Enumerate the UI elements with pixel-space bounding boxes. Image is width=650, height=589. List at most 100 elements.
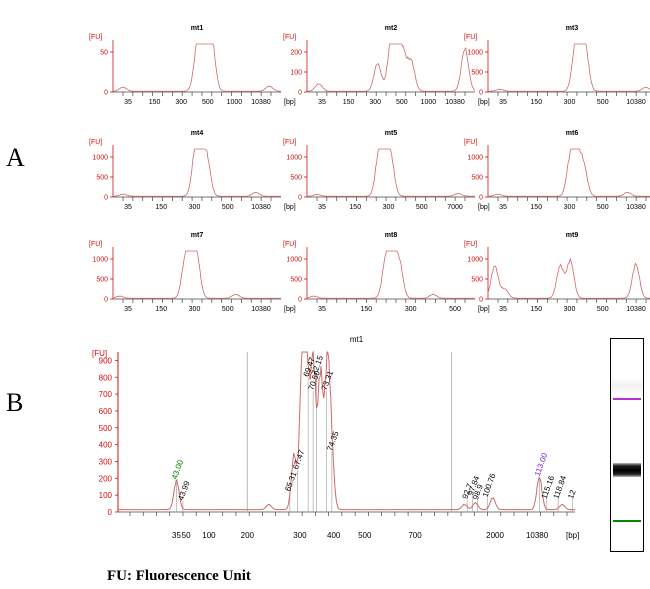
x-axis-label: [bp] — [284, 99, 296, 106]
x-tick-label: 150 — [360, 306, 372, 313]
x-tick-label: 300 — [564, 99, 576, 106]
y-tick-label: 1000 — [92, 257, 108, 264]
x-axis-label: [bp] — [284, 204, 296, 211]
x-tick-label: 300 — [564, 306, 576, 313]
x-tick-label: 500 — [396, 99, 408, 106]
peak-label: 67.47 — [291, 448, 306, 470]
y-tick-label: 0 — [108, 508, 113, 517]
chart-title: mt2 — [385, 25, 398, 32]
chart-title: mt1 — [350, 335, 364, 344]
panel-label-a: A — [6, 143, 25, 172]
y-tick-label: 500 — [290, 175, 302, 182]
x-tick-label: 35 — [499, 99, 507, 106]
x-tick-label: 300 — [189, 204, 201, 211]
y-axis-label: [FU] — [283, 34, 296, 41]
chart-title: mt3 — [566, 25, 579, 32]
y-tick-label: 0 — [298, 297, 302, 304]
y-axis-label: [FU] — [464, 241, 477, 248]
peak-label: 65.31 — [283, 470, 298, 492]
chart-title: mt6 — [566, 130, 579, 137]
series-line — [113, 148, 281, 197]
x-tick-label: 35 — [318, 306, 326, 313]
x-tick-label: 150 — [343, 99, 355, 106]
y-tick-label: 200 — [290, 50, 302, 57]
y-tick-label: 500 — [290, 277, 302, 284]
chart-panel-mt7: mt7 [FU] 1000 500 0 35 150 300 500 10380 [bp] — [89, 232, 296, 313]
y-tick-label: 1000 — [467, 50, 483, 57]
peak-label: 100.76 — [481, 472, 498, 499]
series-line — [112, 250, 281, 299]
chart-title: mt1 — [191, 25, 204, 32]
x-tick-label: 1000 — [227, 99, 243, 106]
y-tick-label: 500 — [471, 175, 483, 182]
x-tick-label: 10380 — [526, 531, 549, 540]
chart-panel-mt4: mt4 [FU] 1000 500 0 35 150 300 500 10380 [bp] — [89, 130, 296, 211]
y-tick-label: 400 — [99, 441, 113, 450]
y-tick-label: 900 — [99, 356, 113, 365]
y-tick-label: 100 — [290, 70, 302, 77]
series-line — [487, 257, 650, 299]
x-tick-label: 35 — [318, 99, 326, 106]
y-tick-label: 0 — [104, 90, 108, 97]
y-axis-label: [FU] — [89, 34, 102, 41]
x-tick-label: 300 — [175, 99, 187, 106]
y-tick-label: 700 — [99, 390, 113, 399]
gel-band-library — [613, 463, 641, 477]
x-tick-label: 150 — [530, 204, 542, 211]
y-tick-label: 0 — [298, 90, 302, 97]
x-tick-label: 150 — [530, 306, 542, 313]
chart-panel-mt5: mt5 [FU] 1000 500 0 35 150 300 500 7000 [bp] — [283, 130, 490, 211]
series-line — [306, 250, 475, 299]
x-tick-label: 50 — [182, 531, 191, 540]
y-tick-label: 1000 — [467, 257, 483, 264]
x-tick-label: 500 — [597, 204, 609, 211]
x-tick-label: 300 — [405, 306, 417, 313]
y-tick-label: 500 — [96, 277, 108, 284]
x-tick-label: 35 — [172, 531, 181, 540]
gel-lane — [610, 338, 644, 552]
y-tick-label: 0 — [479, 90, 483, 97]
x-tick-label: 500 — [358, 531, 372, 540]
y-tick-label: 1000 — [92, 155, 108, 162]
chart-title: mt5 — [385, 130, 398, 137]
chart-panel-mt8: mt8 [FU] 1000 500 0 35 150 300 500 [bp] — [283, 232, 490, 313]
chart-title: mt8 — [385, 232, 398, 239]
y-tick-label: 500 — [471, 277, 483, 284]
y-axis-label: [FU] — [89, 241, 102, 248]
series-line — [307, 148, 475, 197]
panel-label-b: B — [6, 388, 24, 417]
x-tick-label: 150 — [149, 99, 161, 106]
x-tick-label: 300 — [564, 204, 576, 211]
y-axis-label: [FU] — [464, 139, 477, 146]
chart-title: mt4 — [191, 130, 204, 137]
series-line — [112, 43, 281, 92]
x-tick-label: 10380 — [626, 99, 646, 106]
x-tick-label: 500 — [416, 204, 428, 211]
x-tick-label: 300 — [369, 99, 381, 106]
y-tick-label: 1000 — [286, 155, 302, 162]
x-tick-label: 300 — [293, 531, 307, 540]
peak-label: 74.35 — [325, 430, 340, 452]
y-tick-label: 1000 — [286, 257, 302, 264]
y-tick-label: 0 — [104, 195, 108, 202]
y-tick-label: 0 — [298, 195, 302, 202]
chart-panel-mt3: mt3 [FU] 1000 500 0 35 150 300 500 10380 [bp] — [464, 25, 650, 106]
y-tick-label: 600 — [99, 407, 113, 416]
x-tick-label: 100 — [202, 531, 216, 540]
x-tick-label: 10380 — [626, 306, 646, 313]
chart-panel-mt9: mt9 [FU] 1000 500 0 35 150 300 500 10380 [bp] — [464, 232, 650, 313]
x-tick-label: 150 — [155, 204, 167, 211]
x-tick-label: 10380 — [251, 306, 271, 313]
series-line — [118, 350, 575, 511]
x-tick-label: 35 — [499, 306, 507, 313]
y-tick-label: 800 — [99, 373, 113, 382]
peak-label: 43.00 — [170, 458, 185, 480]
chart-title: mt7 — [191, 232, 204, 239]
y-tick-label: 500 — [96, 175, 108, 182]
x-tick-label: 150 — [530, 99, 542, 106]
y-axis-label: [FU] — [464, 34, 477, 41]
y-tick-label: 0 — [479, 297, 483, 304]
